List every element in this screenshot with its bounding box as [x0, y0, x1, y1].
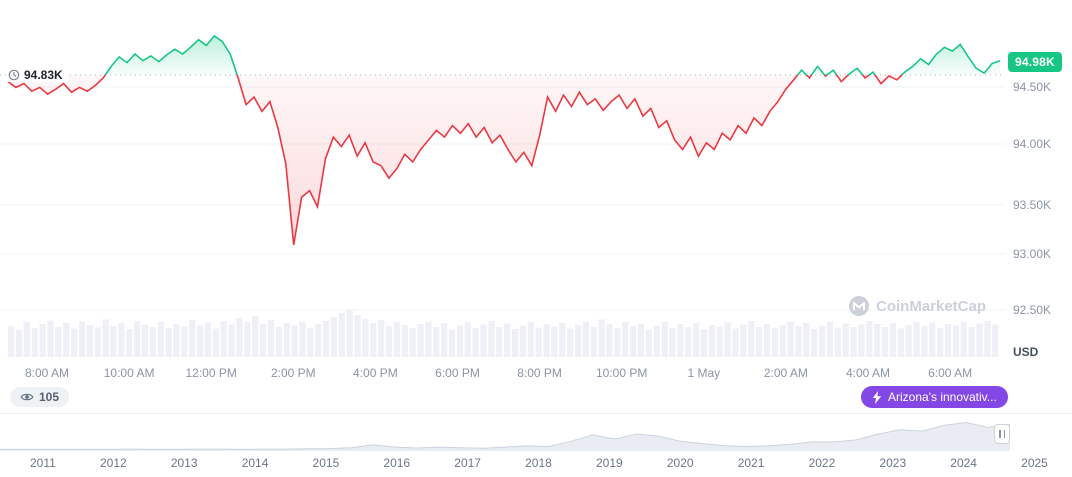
x-tick-label: 2:00 AM	[763, 366, 808, 380]
grip-line	[999, 430, 1001, 438]
y-tick-label: 94.00K	[1013, 137, 1052, 151]
eye-icon	[20, 393, 34, 401]
year-label: 2012	[99, 456, 127, 470]
year-label: 2016	[383, 456, 411, 470]
x-tick-label: 8:00 AM	[24, 366, 70, 380]
x-tick-label: 4:00 PM	[353, 366, 398, 380]
year-label: 2024	[950, 456, 977, 470]
x-tick-label: 2:00 PM	[270, 366, 316, 380]
year-labels: 2011 2012 2013 2014 2015 2016 2017 2018 2019 2020…	[0, 456, 1072, 470]
y-axis: 94.98K 94.50K 94.00K 93.50K 93.00K 92.50…	[1005, 0, 1072, 360]
year-label: 2017	[454, 456, 481, 470]
coinmarketcap-logo-icon	[849, 296, 869, 316]
volume-bars	[8, 309, 999, 357]
price-area-above-baseline	[8, 35, 1000, 75]
lightning-icon	[872, 390, 882, 404]
navigator-resize-handle[interactable]	[994, 424, 1010, 444]
coinmarketcap-watermark: CoinMarketCap	[848, 295, 986, 317]
x-tick-label: 10:00 PM	[596, 366, 648, 380]
year-label: 2018	[525, 456, 552, 470]
year-label: 2022	[808, 456, 836, 470]
history-area-outline	[0, 421, 1010, 450]
price-line-below-baseline	[7, 75, 903, 246]
price-chart-canvas[interactable]	[0, 0, 1005, 360]
x-tick-label: 6:00 PM	[435, 366, 480, 380]
x-tick-label: 8:00 PM	[517, 366, 562, 380]
year-label: 2013	[170, 456, 198, 470]
x-tick-label: 1 May	[687, 366, 721, 380]
clock-icon	[8, 69, 20, 81]
baseline-price-value: 94.83K	[24, 68, 63, 82]
history-navigator-chart[interactable]	[0, 417, 1010, 453]
year-label: 2021	[737, 456, 765, 470]
navigator-divider	[0, 413, 1072, 414]
current-price-badge: 94.98K	[1008, 52, 1062, 72]
baseline-price-label: 94.83K	[6, 68, 68, 82]
year-label: 2019	[595, 456, 623, 470]
y-tick-label: 92.50K	[1013, 303, 1052, 317]
price-line-above-baseline	[104, 34, 1001, 75]
news-flash-badge[interactable]: Arizona's innovativ...	[861, 386, 1008, 408]
y-tick-label: 94.50K	[1013, 80, 1052, 94]
grip-line	[1003, 430, 1005, 438]
news-flash-text: Arizona's innovativ...	[888, 390, 997, 404]
x-tick-label: 4:00 AM	[845, 366, 891, 380]
currency-unit-label: USD	[1013, 345, 1039, 359]
year-label: 2023	[879, 456, 907, 470]
year-label: 2015	[312, 456, 340, 470]
y-tick-label: 93.50K	[1013, 198, 1052, 212]
x-tick-label: 6:00 AM	[928, 366, 973, 380]
gridlines	[0, 86, 1005, 311]
y-tick-label: 93.00K	[1013, 247, 1052, 261]
watching-count-badge: 105	[10, 387, 70, 407]
year-label: 2014	[241, 456, 269, 470]
x-tick-label: 10:00 AM	[103, 366, 155, 380]
year-label: 2025	[1021, 456, 1048, 470]
year-label: 2020	[666, 456, 694, 470]
price-area-below-baseline	[8, 75, 1000, 245]
year-label: 2011	[30, 456, 56, 470]
watching-count: 105	[39, 390, 60, 404]
history-area	[0, 422, 1010, 451]
x-axis: 8:00 AM 10:00 AM 12:00 PM 2:00 PM 4:00 PM 6:0…	[0, 366, 1005, 382]
watermark-text: CoinMarketCap	[876, 297, 987, 315]
timeline-navigator[interactable]: 2011 2012 2013 2014 2015 2016 2017 2018 2019 2020…	[0, 414, 1072, 477]
main-chart-area: 94.83K CoinMarketCap 94.98K 94.50K 94.00…	[0, 0, 1072, 360]
x-tick-label: 12:00 PM	[185, 366, 237, 380]
